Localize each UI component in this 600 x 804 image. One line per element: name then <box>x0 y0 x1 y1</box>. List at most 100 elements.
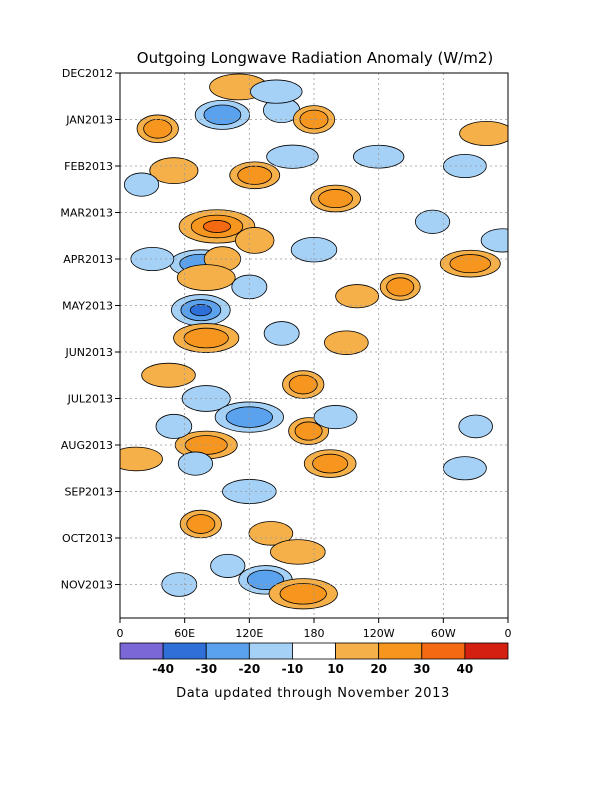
colorbar-tick-label: 20 <box>370 662 387 676</box>
x-tick-label: 120E <box>235 627 263 640</box>
contour-level <box>203 104 242 126</box>
anomaly-blob <box>268 578 338 610</box>
colorbar-swatch <box>292 642 336 660</box>
contour-level <box>449 254 492 274</box>
chart-title: Outgoing Longwave Radiation Anomaly (W/m… <box>137 49 493 67</box>
anomaly-blob <box>310 184 361 213</box>
footer-note: Data updated through November 2013 <box>176 686 450 701</box>
contour-level <box>414 209 451 234</box>
anomaly-blob <box>458 414 493 439</box>
contour-level <box>177 451 214 476</box>
anomaly-blob <box>414 209 451 234</box>
contour-level <box>186 514 216 534</box>
anomaly-blob <box>178 209 256 244</box>
x-tick-label: 60E <box>174 627 195 640</box>
contour-level <box>143 118 173 139</box>
colorbar-tick-label: 40 <box>457 662 474 676</box>
anomaly-blob <box>120 446 163 472</box>
x-tick-label: 180 <box>304 627 325 640</box>
y-tick-label: MAY2013 <box>62 300 113 313</box>
anomaly-field <box>120 73 508 610</box>
anomaly-blob <box>288 417 330 445</box>
anomaly-blob <box>480 228 508 253</box>
contour-level <box>130 246 175 272</box>
anomaly-blob <box>123 172 160 197</box>
contour-level <box>176 264 236 291</box>
anomaly-blob <box>176 264 236 291</box>
contour-level <box>123 172 160 197</box>
colorbar-swatch <box>378 642 423 660</box>
y-tick-label: NOV2013 <box>61 579 113 592</box>
contour-level <box>270 539 326 565</box>
contour-level <box>458 414 493 439</box>
contour-level <box>318 189 353 209</box>
contour-level <box>141 362 196 388</box>
contour-level <box>386 277 415 297</box>
anomaly-blob <box>173 323 240 353</box>
colorbar-tick-label: -40 <box>152 662 174 676</box>
y-tick-label: MAR2013 <box>60 207 113 220</box>
anomaly-blob <box>266 144 319 169</box>
contour-level <box>235 227 275 254</box>
anomaly-blob <box>439 249 501 278</box>
anomaly-blob <box>214 401 284 433</box>
colorbar-swatch <box>464 642 509 660</box>
colorbar: -40 -30 -20 -10 10 20 30 40 <box>119 642 509 676</box>
anomaly-blob <box>263 321 300 346</box>
contour-level <box>480 228 508 253</box>
anomaly-blob <box>282 370 325 399</box>
y-tick-label: JUN2013 <box>64 346 113 359</box>
colorbar-swatch <box>205 642 250 660</box>
anomaly-blob <box>179 509 222 539</box>
anomaly-blob <box>130 246 175 272</box>
contour-level <box>225 406 273 428</box>
colorbar-swatch <box>162 642 207 660</box>
y-tick-label: OCT2013 <box>62 532 113 545</box>
x-axis: 0 60E 120E 180 120W 60W 0 <box>117 618 512 640</box>
x-tick-label: 0 <box>505 627 512 640</box>
anomaly-blob <box>235 227 275 254</box>
anomaly-blob <box>210 553 246 578</box>
anomaly-blob <box>442 456 487 481</box>
contour-level <box>312 453 349 474</box>
colorbar-tick-label: -20 <box>238 662 260 676</box>
contour-level <box>155 413 193 439</box>
anomaly-blob <box>459 120 508 146</box>
colorbar-tick-label: -30 <box>195 662 217 676</box>
contour-level <box>323 330 369 355</box>
anomaly-blob <box>313 405 358 430</box>
anomaly-blob <box>155 413 193 439</box>
contour-level <box>250 79 303 104</box>
colorbar-tick-label: 30 <box>413 662 430 676</box>
contour-level <box>202 220 232 233</box>
anomaly-blob <box>270 539 326 565</box>
anomaly-blob <box>335 284 380 309</box>
y-tick-label: FEB2013 <box>64 160 113 173</box>
anomaly-blob <box>141 362 196 388</box>
colorbar-tick-label: -10 <box>282 662 304 676</box>
colorbar-swatch <box>119 642 164 660</box>
colorbar-tick-label: 10 <box>327 662 344 676</box>
contour-level <box>266 144 319 169</box>
anomaly-blob <box>229 161 281 190</box>
contour-level <box>237 165 273 185</box>
contour-level <box>210 553 246 578</box>
x-tick-label: 120W <box>363 627 395 640</box>
y-tick-label: APR2013 <box>63 253 113 266</box>
contour-level <box>120 446 163 472</box>
contour-level <box>335 284 380 309</box>
anomaly-blob <box>250 79 303 104</box>
anomaly-blob <box>323 330 369 355</box>
colorbar-swatch <box>421 642 466 660</box>
anomaly-blob <box>442 153 487 179</box>
grid-lines <box>120 73 508 618</box>
contour-level <box>149 157 199 185</box>
contour-level <box>442 153 487 179</box>
contour-level <box>442 456 487 481</box>
colorbar-swatch <box>335 642 380 660</box>
y-tick-label: JUL2013 <box>67 393 113 406</box>
contour-level <box>189 304 212 317</box>
contour-level <box>459 120 508 146</box>
